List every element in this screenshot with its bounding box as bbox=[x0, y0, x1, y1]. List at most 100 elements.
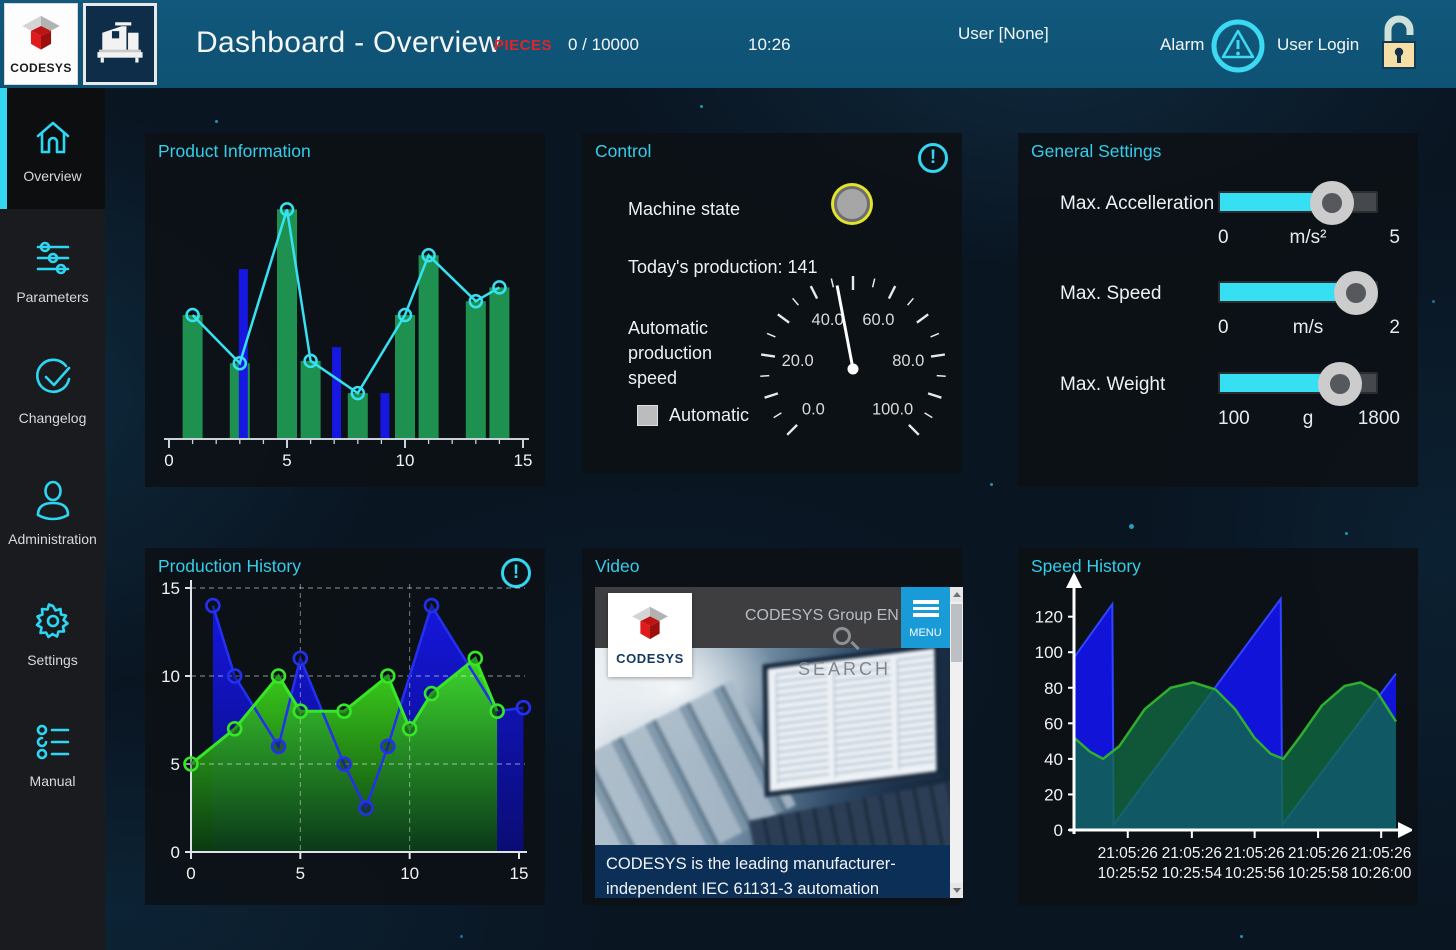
site-menu-button[interactable]: MENU bbox=[901, 587, 950, 648]
panel-title: Production History bbox=[158, 556, 301, 576]
sidebar-item-overview[interactable]: Overview bbox=[0, 88, 105, 209]
search-watermark: SEARCH bbox=[798, 659, 892, 679]
gear-icon bbox=[35, 602, 69, 638]
codesys-cube-icon bbox=[632, 606, 668, 640]
lock-open-icon[interactable] bbox=[1376, 12, 1422, 81]
sidebar-item-manual[interactable]: Manual bbox=[0, 693, 105, 814]
x-tick-label: 15 bbox=[514, 451, 533, 470]
production-history-alert-icon[interactable]: ! bbox=[501, 558, 531, 588]
sidebar-item-changelog[interactable]: Changelog bbox=[0, 330, 105, 451]
green-area bbox=[1074, 682, 1396, 830]
y-tick-label: 40 bbox=[1044, 750, 1063, 769]
green-bars bbox=[395, 315, 415, 439]
codesys-cube-icon bbox=[22, 15, 60, 50]
auto-speed-label: Automatic production speed bbox=[628, 318, 713, 388]
x-tick-label: 21:05:26 bbox=[1098, 845, 1158, 862]
machine-state-led bbox=[834, 186, 870, 222]
panel-title: Product Information bbox=[158, 141, 311, 161]
slider-fill bbox=[1220, 374, 1337, 392]
gauge-label: 0.0 bbox=[802, 401, 825, 419]
slider-thumb[interactable] bbox=[1310, 181, 1354, 225]
slider-fill bbox=[1220, 193, 1330, 211]
slider-label: Max. Accelleration bbox=[1060, 193, 1215, 214]
scrollbar-thumb[interactable] bbox=[951, 604, 962, 662]
slider-thumb[interactable] bbox=[1334, 271, 1378, 315]
sidebar-item-label: Parameters bbox=[16, 288, 89, 305]
x-tick-label: 21:05:26 bbox=[1288, 845, 1348, 862]
gauge-label: 100.0 bbox=[872, 401, 913, 419]
max-acceleration-slider[interactable] bbox=[1218, 181, 1378, 225]
y-tick-label: 15 bbox=[161, 579, 180, 598]
slider-label: Max. Weight bbox=[1060, 374, 1166, 395]
y-tick-label: 10 bbox=[161, 667, 180, 686]
slider-row-max-speed: Max. Speed 0 m/s 2 bbox=[1018, 271, 1418, 369]
slider-thumb[interactable] bbox=[1318, 362, 1362, 406]
gauge-label: 20.0 bbox=[782, 352, 814, 370]
browser-scrollbar[interactable] bbox=[950, 587, 963, 898]
blue-bars bbox=[380, 393, 390, 439]
site-logo-card: CODESYS bbox=[608, 593, 692, 677]
check-circle-icon bbox=[35, 358, 70, 393]
sidebar-item-parameters[interactable]: Parameters bbox=[0, 209, 105, 330]
y-tick-label: 80 bbox=[1044, 679, 1063, 698]
user-login-button[interactable]: User Login bbox=[1277, 35, 1360, 54]
y-tick-label: 100 bbox=[1035, 643, 1063, 662]
x-tick-label: 10 bbox=[396, 451, 415, 470]
sidebar-item-label: Settings bbox=[27, 651, 78, 668]
max-weight-slider[interactable] bbox=[1218, 362, 1378, 406]
codesys-logo-text: CODESYS bbox=[10, 61, 72, 75]
green-bars bbox=[347, 393, 368, 439]
panel-control: Control ! Machine state Today's producti… bbox=[582, 133, 962, 473]
panel-video: Video CODESYS Group EN ▼ MENU CODESYS bbox=[582, 548, 963, 905]
scroll-down-arrow[interactable] bbox=[950, 883, 963, 898]
x-tick-label: 10:25:58 bbox=[1288, 865, 1348, 882]
sidebar-item-settings[interactable]: Settings bbox=[0, 572, 105, 693]
sidebar-nav: Overview Parameters Changelog Administratio… bbox=[0, 88, 105, 950]
list-icon bbox=[36, 724, 69, 759]
panel-title: General Settings bbox=[1031, 141, 1162, 161]
control-alert-icon[interactable]: ! bbox=[918, 143, 948, 173]
sliders-icon bbox=[36, 241, 69, 274]
sidebar-item-label: Changelog bbox=[18, 409, 87, 426]
automatic-checkbox-label[interactable]: Automatic bbox=[669, 405, 750, 425]
x-tick-label: 10:25:56 bbox=[1224, 865, 1284, 882]
automatic-checkbox[interactable] bbox=[637, 405, 658, 426]
gauge-needle bbox=[835, 285, 855, 370]
green-bars bbox=[489, 287, 510, 439]
panel-speed-history: Speed History 0 20 40 60 80 100 120 21:05:26 10:… bbox=[1018, 548, 1418, 905]
x-tick-label: 21:05:26 bbox=[1351, 845, 1411, 862]
green-bars bbox=[300, 360, 321, 439]
x-tick-label: 5 bbox=[282, 451, 291, 470]
site-caption: CODESYS is the leading manufacturer- ind… bbox=[595, 845, 950, 898]
sidebar-item-label: Overview bbox=[23, 167, 82, 184]
x-tick-label: 0 bbox=[164, 451, 173, 470]
product-information-chart: 0 5 10 15 bbox=[153, 167, 533, 484]
sidebar-item-label: Manual bbox=[29, 772, 76, 789]
search-icon bbox=[833, 627, 851, 645]
home-icon bbox=[36, 121, 69, 153]
clock: 10:26 bbox=[748, 35, 791, 54]
panel-title: Control bbox=[595, 141, 652, 161]
gauge-label: 80.0 bbox=[892, 352, 924, 370]
x-tick-label: 21:05:26 bbox=[1224, 845, 1284, 862]
site-language-dropdown[interactable]: CODESYS Group EN ▼ bbox=[745, 607, 914, 625]
site-hero-photo bbox=[595, 648, 950, 845]
sidebar-item-label: Administration bbox=[8, 530, 97, 547]
slider-label: Max. Speed bbox=[1060, 283, 1162, 304]
alarm-warning-icon[interactable] bbox=[1208, 16, 1268, 81]
green-bars bbox=[182, 315, 203, 439]
scroll-up-arrow[interactable] bbox=[950, 587, 963, 602]
current-user: User [None] bbox=[958, 24, 1049, 43]
sidebar-item-administration[interactable]: Administration bbox=[0, 451, 105, 572]
x-tick-label: 0 bbox=[186, 864, 195, 883]
max-speed-slider[interactable] bbox=[1218, 271, 1378, 315]
panel-product-information: Product Information 0 5 10 15 bbox=[145, 133, 545, 487]
speed-gauge: 0.0 20.0 40.0 60.0 80.0 100.0 bbox=[758, 263, 948, 473]
machine-state-label: Machine state bbox=[628, 199, 741, 219]
panel-production-history: Production History ! 0 5 10 15 0 5 10 15 bbox=[145, 548, 545, 905]
cyan-line bbox=[191, 209, 501, 395]
embedded-browser[interactable]: CODESYS Group EN ▼ MENU CODESYS bbox=[595, 587, 963, 898]
machine-icon-button[interactable] bbox=[83, 3, 157, 85]
x-tick-label: 21:05:26 bbox=[1162, 845, 1222, 862]
